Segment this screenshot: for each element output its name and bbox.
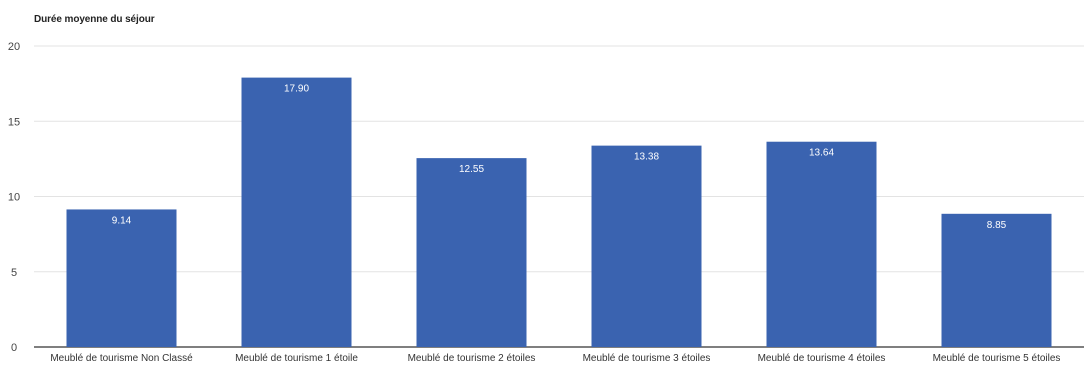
chart-title: Durée moyenne du séjour — [34, 14, 155, 25]
bar — [66, 209, 177, 347]
x-category-label: Meublé de tourisme 5 étoiles — [933, 353, 1061, 364]
bar — [416, 158, 527, 347]
data-label: 12.55 — [459, 164, 484, 175]
bars — [66, 77, 1052, 347]
y-tick-label: 5 — [11, 267, 17, 279]
bar — [591, 145, 702, 347]
x-category-label: Meublé de tourisme 1 étoile — [235, 353, 358, 364]
data-label: 9.14 — [112, 215, 132, 226]
y-tick-label: 0 — [11, 342, 17, 354]
bar — [766, 141, 877, 347]
y-axis-ticks: 0 5 10 15 20 — [8, 41, 20, 354]
data-label: 13.64 — [809, 148, 834, 159]
x-category-label: Meublé de tourisme Non Classé — [50, 353, 193, 364]
data-label: 13.38 — [634, 152, 659, 163]
gridlines — [34, 45, 1084, 348]
x-category-label: Meublé de tourisme 4 étoiles — [758, 353, 886, 364]
y-tick-label: 20 — [8, 41, 20, 53]
data-label: 8.85 — [987, 220, 1007, 231]
x-axis-labels: Meublé de tourisme Non Classé Meublé de t… — [50, 353, 1060, 364]
x-category-label: Meublé de tourisme 2 étoiles — [408, 353, 536, 364]
data-labels: 9.14 17.90 12.55 13.38 13.64 8.85 — [112, 84, 1007, 231]
x-category-label: Meublé de tourisme 3 étoiles — [583, 353, 711, 364]
bar — [241, 77, 352, 347]
y-tick-label: 15 — [8, 116, 20, 128]
y-tick-label: 10 — [8, 192, 20, 204]
data-label: 17.90 — [284, 84, 309, 95]
bar — [941, 213, 1052, 347]
